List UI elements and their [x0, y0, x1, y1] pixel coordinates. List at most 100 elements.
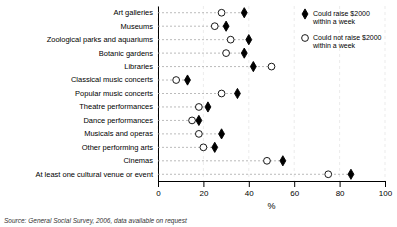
diamond-marker	[205, 102, 211, 112]
y-tick: Museums	[120, 22, 158, 31]
marks	[158, 8, 354, 180]
y-tick: Art galleries	[113, 8, 158, 17]
circle-marker	[211, 23, 218, 30]
y-tick-label: Popular music concerts	[75, 89, 153, 98]
x-tick-label: 40	[245, 189, 254, 198]
y-tick-label: Theatre performances	[79, 102, 153, 111]
diamond-marker	[250, 61, 256, 71]
y-tick: Popular music concerts	[75, 89, 158, 98]
x-tick: 0	[156, 181, 161, 198]
y-tick: At least one cultural venue or event	[35, 170, 158, 179]
x-tick-line	[203, 181, 204, 187]
guide-line	[158, 53, 244, 54]
legend-item: Could not raise $2000within a week	[302, 34, 382, 49]
series	[173, 9, 332, 177]
legend-label-line: Could raise $2000	[313, 10, 370, 17]
guide-line	[158, 12, 244, 13]
y-tick-label: Botanic gardens	[99, 49, 153, 58]
plot: 0 20 40 60 80 100 Art galleries Museums Zoologic…	[35, 6, 392, 211]
diamond-marker	[196, 115, 202, 125]
y-tick: Botanic gardens	[99, 49, 158, 58]
diamond-marker	[212, 142, 218, 152]
y-tick-label: Art galleries	[113, 8, 153, 17]
y-axis: Art galleries Museums Zoological parks and…	[35, 7, 158, 182]
x-tick-label: 100	[379, 189, 393, 198]
y-tick: Musicals and operas	[84, 129, 158, 138]
grid-line	[385, 6, 386, 181]
circle-marker	[268, 63, 275, 70]
legend-symbol	[302, 9, 308, 19]
y-tick-label: Libraries	[124, 62, 153, 71]
x-axis-title: %	[267, 201, 275, 211]
series	[185, 8, 354, 180]
diamond-marker	[235, 88, 241, 98]
circle-marker	[173, 77, 180, 84]
y-tick: Theatre performances	[79, 102, 158, 111]
diamond-marker	[241, 8, 247, 18]
y-tick-label: Cinemas	[123, 156, 153, 165]
x-tick: 40	[245, 181, 254, 198]
x-tick-label: 20	[199, 189, 208, 198]
x-tick-line	[385, 181, 386, 187]
y-axis-line	[158, 7, 159, 182]
diamond-marker	[185, 75, 191, 85]
x-tick-line	[294, 181, 295, 187]
legend-label: Could not raise $2000within a week	[312, 34, 382, 49]
circle-marker	[227, 36, 234, 43]
legend-label-line: within a week	[312, 42, 356, 49]
guide-line	[158, 39, 249, 40]
legend-label: Could raise $2000within a week	[312, 10, 370, 25]
x-tick-line	[340, 181, 341, 187]
source-note: Source: General Social Survey, 2006, dat…	[4, 217, 188, 225]
x-axis: 0 20 40 60 80 100	[156, 181, 392, 198]
circle-marker	[189, 117, 196, 124]
legend-symbol	[302, 35, 309, 42]
x-tick-line	[158, 181, 159, 187]
x-tick-label: 0	[156, 189, 161, 198]
diamond-marker	[219, 129, 225, 139]
chart-svg: 0 20 40 60 80 100 Art galleries Museums Zoologic…	[0, 0, 397, 227]
x-tick: 80	[336, 181, 345, 198]
circle-marker	[200, 144, 207, 151]
circle-marker	[264, 157, 271, 164]
x-tick: 20	[199, 181, 208, 198]
y-tick: Dance performances	[83, 116, 158, 125]
y-tick-label: At least one cultural venue or event	[35, 170, 153, 179]
circle-marker	[223, 50, 230, 57]
y-tick-label: Zoological parks and aquariums	[47, 35, 154, 44]
legend-label-line: Could not raise $2000	[313, 34, 382, 41]
diamond-marker	[348, 169, 354, 179]
circle-marker	[195, 104, 202, 111]
y-tick: Libraries	[124, 62, 158, 71]
y-tick: Zoological parks and aquariums	[47, 35, 158, 44]
y-tick: Other performing arts	[82, 143, 158, 152]
y-tick-label: Musicals and operas	[84, 129, 153, 138]
guide-line	[158, 174, 351, 175]
circle-marker	[195, 130, 202, 137]
x-tick-label: 80	[336, 189, 345, 198]
legend-label-line: within a week	[312, 18, 356, 25]
circle-marker	[218, 9, 225, 16]
y-tick-label: Classical music concerts	[71, 75, 153, 84]
circle-marker	[218, 90, 225, 97]
x-tick: 60	[290, 181, 299, 198]
grid-line	[339, 6, 340, 181]
y-tick-label: Museums	[120, 22, 153, 31]
guide-line	[158, 133, 222, 134]
guide-line	[158, 93, 237, 94]
y-tick-label: Other performing arts	[82, 143, 154, 152]
y-tick: Cinemas	[123, 156, 158, 165]
x-axis-line	[159, 182, 386, 188]
diamond-marker	[280, 156, 286, 166]
circle-marker	[325, 171, 332, 178]
diamond-marker	[223, 21, 229, 31]
legend-item: Could raise $2000within a week	[302, 9, 370, 26]
y-tick: Classical music concerts	[71, 75, 158, 84]
grid-line	[248, 6, 249, 181]
grid-line	[294, 6, 295, 181]
legend: Could raise $2000within a weekCould not …	[302, 9, 382, 50]
x-tick-line	[249, 181, 250, 187]
x-tick: 100	[379, 181, 393, 198]
diamond-marker	[241, 48, 247, 58]
grid	[158, 6, 385, 181]
